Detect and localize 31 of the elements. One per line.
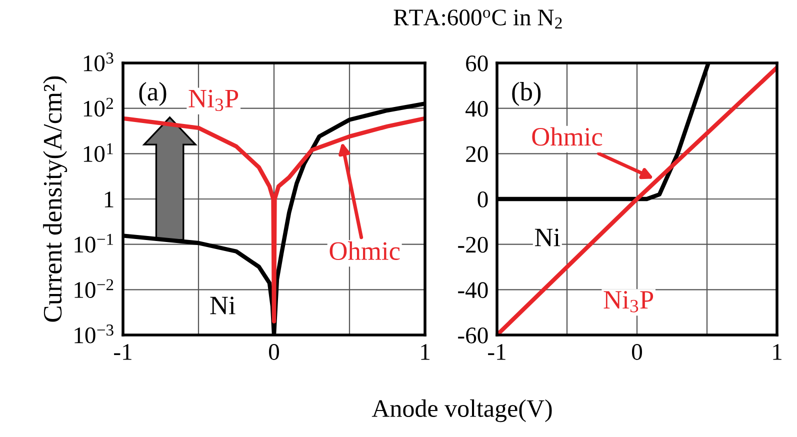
annotation: (a) [139, 82, 166, 106]
x-tick-label: 0 [632, 344, 642, 360]
series-label: Ni$_{3}$P [188, 90, 238, 112]
series-label: Ni [534, 228, 560, 246]
x-tick-label: -1 [114, 344, 132, 360]
series-label: Ni [210, 296, 236, 314]
y-tick-label: 10$^{2}$ [84, 98, 113, 117]
y-tick-label: 60 [466, 55, 488, 72]
y-tick-label: -40 [458, 282, 488, 298]
annotation: Ohmic [532, 127, 602, 146]
x-tick-label: 1 [421, 344, 430, 360]
annotation: Ohmic [330, 241, 400, 260]
series-label: Ni$_{3}$P [604, 291, 654, 312]
y-tick-label: 20 [466, 146, 488, 162]
x-tick-label: -1 [488, 344, 506, 360]
y-tick-label: -60 [458, 327, 488, 344]
x-tick-label: 0 [268, 344, 280, 360]
text: RTA:600$^{o}$C in N$_{2}$ [394, 10, 562, 28]
y-axis-title: Current density(A/cm²) [43, 76, 68, 322]
y-tick-label: 10$^{3}$ [84, 52, 114, 72]
x-axis-title: Anode voltage(V) [372, 399, 552, 422]
y-tick-label: 1 [104, 192, 114, 208]
y-tick-label: 10$^{1}$ [84, 143, 113, 162]
y-tick-label: 10$^{−1}$ [74, 234, 114, 253]
y-tick-label: 10$^{−3}$ [74, 324, 114, 344]
y-tick-label: 0 [478, 191, 488, 208]
x-tick-label: 1 [773, 344, 782, 360]
annotation: (b) [512, 82, 541, 106]
y-tick-label: -20 [458, 236, 488, 253]
y-tick-label: 40 [466, 100, 488, 117]
y-tick-label: 10$^{−2}$ [74, 279, 114, 298]
